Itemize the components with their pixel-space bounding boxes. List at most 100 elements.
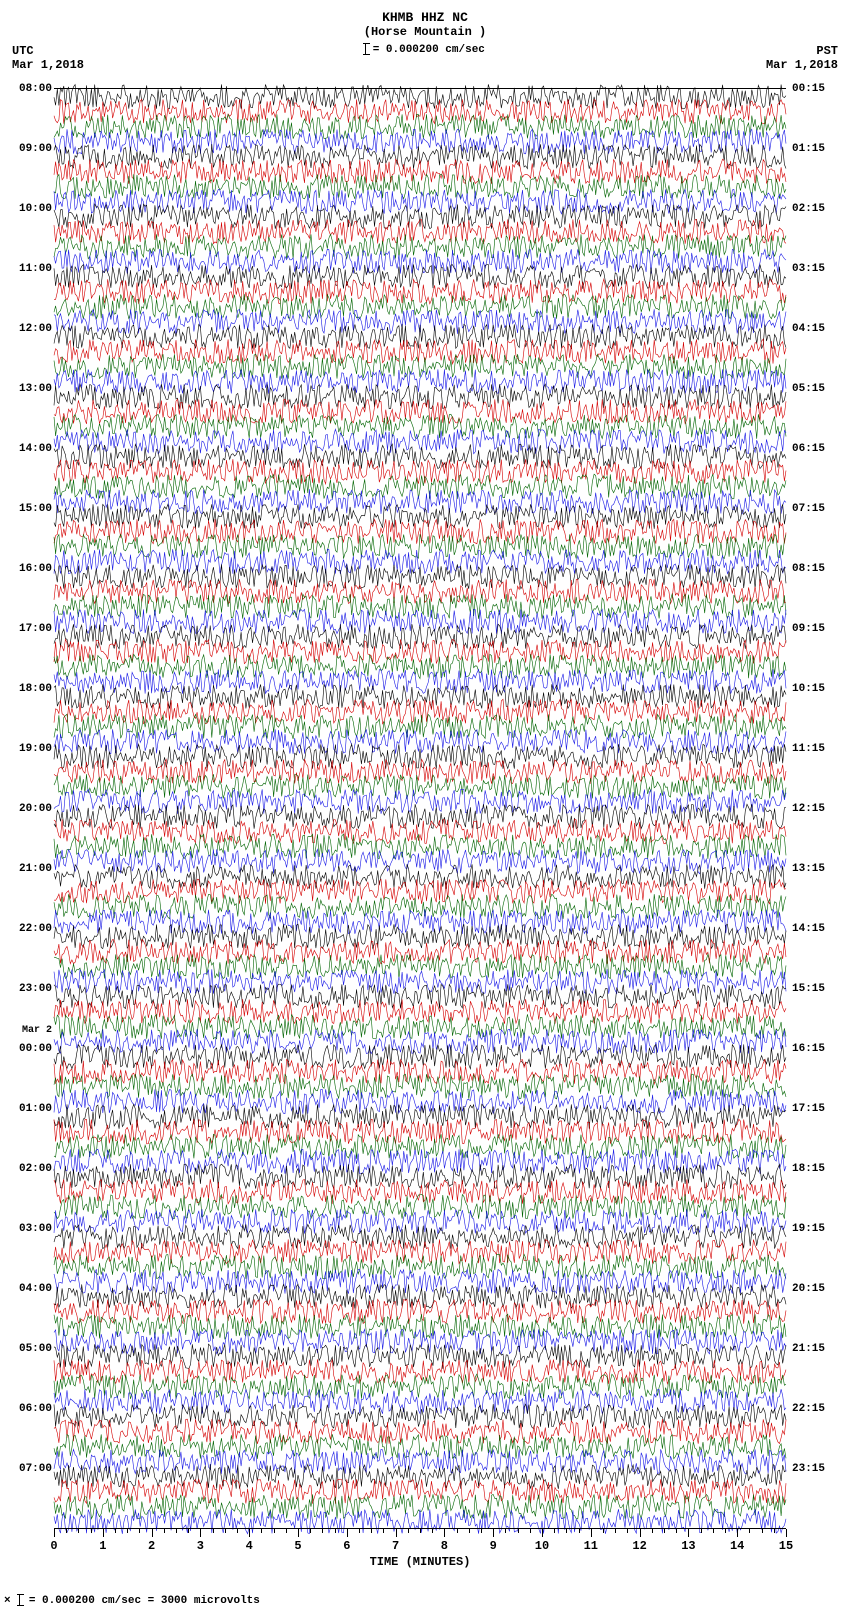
x-tick-minor — [762, 1529, 763, 1533]
footer-prefix: × — [4, 1595, 11, 1607]
left-timezone: UTC — [12, 44, 34, 58]
hour-label: 09:15 — [792, 623, 850, 635]
hour-label: 02:00 — [0, 1163, 52, 1175]
hour-label: 23:15 — [792, 1463, 850, 1475]
x-tick-label: 3 — [197, 1539, 204, 1553]
hour-label: 01:15 — [792, 143, 850, 155]
hour-label: 05:00 — [0, 1343, 52, 1355]
x-tick-minor — [310, 1529, 311, 1533]
hour-label: 11:15 — [792, 743, 850, 755]
hour-label: 16:00 — [0, 563, 52, 575]
x-tick-minor — [225, 1529, 226, 1533]
hour-label: 02:15 — [792, 203, 850, 215]
hour-label: 01:00 — [0, 1103, 52, 1115]
x-tick-minor — [127, 1529, 128, 1533]
x-tick-label: 7 — [392, 1539, 399, 1553]
x-tick-minor — [66, 1529, 67, 1533]
x-tick-minor — [554, 1529, 555, 1533]
x-tick-minor — [286, 1529, 287, 1533]
hour-label: 05:15 — [792, 383, 850, 395]
x-tick-minor — [139, 1529, 140, 1533]
x-tick-major — [737, 1529, 738, 1537]
x-tick-minor — [359, 1529, 360, 1533]
x-tick-minor — [713, 1529, 714, 1533]
hour-label: 19:00 — [0, 743, 52, 755]
x-tick-minor — [676, 1529, 677, 1533]
x-tick-label: 13 — [681, 1539, 695, 1553]
x-tick-major — [493, 1529, 494, 1537]
x-tick-major — [249, 1529, 250, 1537]
hour-label: 15:15 — [792, 983, 850, 995]
x-tick-minor — [261, 1529, 262, 1533]
x-tick-label: 11 — [584, 1539, 598, 1553]
x-tick-major — [444, 1529, 445, 1537]
right-timezone: PST — [816, 44, 838, 58]
trace-row — [54, 1514, 786, 1529]
x-axis: TIME (MINUTES) 0123456789101112131415 — [54, 1528, 786, 1578]
x-tick-minor — [335, 1529, 336, 1533]
x-tick-minor — [518, 1529, 519, 1533]
x-tick-minor — [627, 1529, 628, 1533]
hour-label: 20:00 — [0, 803, 52, 815]
hour-label: 22:15 — [792, 1403, 850, 1415]
x-tick-minor — [115, 1529, 116, 1533]
hour-label: 14:15 — [792, 923, 850, 935]
x-tick-minor — [274, 1529, 275, 1533]
x-tick-minor — [78, 1529, 79, 1533]
x-tick-minor — [383, 1529, 384, 1533]
x-tick-major — [640, 1529, 641, 1537]
scale-text: = 0.000200 cm/sec — [373, 44, 485, 56]
hour-label: 18:15 — [792, 1163, 850, 1175]
x-tick-minor — [615, 1529, 616, 1533]
x-tick-major — [688, 1529, 689, 1537]
hour-label: 10:15 — [792, 683, 850, 695]
x-tick-minor — [579, 1529, 580, 1533]
x-tick-minor — [481, 1529, 482, 1533]
x-tick-minor — [469, 1529, 470, 1533]
hour-label: 06:00 — [0, 1403, 52, 1415]
hour-label: 03:00 — [0, 1223, 52, 1235]
hour-label: 03:15 — [792, 263, 850, 275]
hour-label: 04:15 — [792, 323, 850, 335]
scale-indicator: = 0.000200 cm/sec — [365, 43, 485, 56]
x-tick-major — [542, 1529, 543, 1537]
hour-label: 07:15 — [792, 503, 850, 515]
x-tick-minor — [432, 1529, 433, 1533]
hour-label: 11:00 — [0, 263, 52, 275]
x-tick-minor — [213, 1529, 214, 1533]
x-tick-minor — [457, 1529, 458, 1533]
left-time-axis: 08:0009:0010:0011:0012:0013:0014:0015:00… — [0, 88, 52, 1528]
x-tick-minor — [603, 1529, 604, 1533]
hour-label: 13:00 — [0, 383, 52, 395]
x-tick-minor — [176, 1529, 177, 1533]
hour-label: 00:15 — [792, 83, 850, 95]
x-tick-label: 6 — [343, 1539, 350, 1553]
x-tick-label: 9 — [490, 1539, 497, 1553]
x-tick-label: 0 — [50, 1539, 57, 1553]
x-tick-minor — [701, 1529, 702, 1533]
hour-label: 08:00 — [0, 83, 52, 95]
hour-label: 18:00 — [0, 683, 52, 695]
x-tick-major — [298, 1529, 299, 1537]
x-tick-minor — [664, 1529, 665, 1533]
hour-label: 23:00 — [0, 983, 52, 995]
hour-label: 16:15 — [792, 1043, 850, 1055]
x-tick-label: 15 — [779, 1539, 793, 1553]
hour-label: 20:15 — [792, 1283, 850, 1295]
hour-label: 17:15 — [792, 1103, 850, 1115]
scale-bar-icon — [19, 1594, 20, 1606]
right-time-axis: 00:1501:1502:1503:1504:1505:1506:1507:15… — [788, 88, 850, 1528]
x-tick-minor — [505, 1529, 506, 1533]
x-tick-minor — [188, 1529, 189, 1533]
x-tick-label: 12 — [632, 1539, 646, 1553]
x-tick-minor — [237, 1529, 238, 1533]
x-tick-label: 14 — [730, 1539, 744, 1553]
hour-label: 04:00 — [0, 1283, 52, 1295]
scale-bar-icon — [365, 43, 366, 55]
x-tick-minor — [530, 1529, 531, 1533]
x-tick-major — [591, 1529, 592, 1537]
footer-scale: × = 0.000200 cm/sec = 3000 microvolts — [0, 1594, 260, 1607]
x-tick-major — [786, 1529, 787, 1537]
x-tick-label: 10 — [535, 1539, 549, 1553]
hour-label: 07:00 — [0, 1463, 52, 1475]
